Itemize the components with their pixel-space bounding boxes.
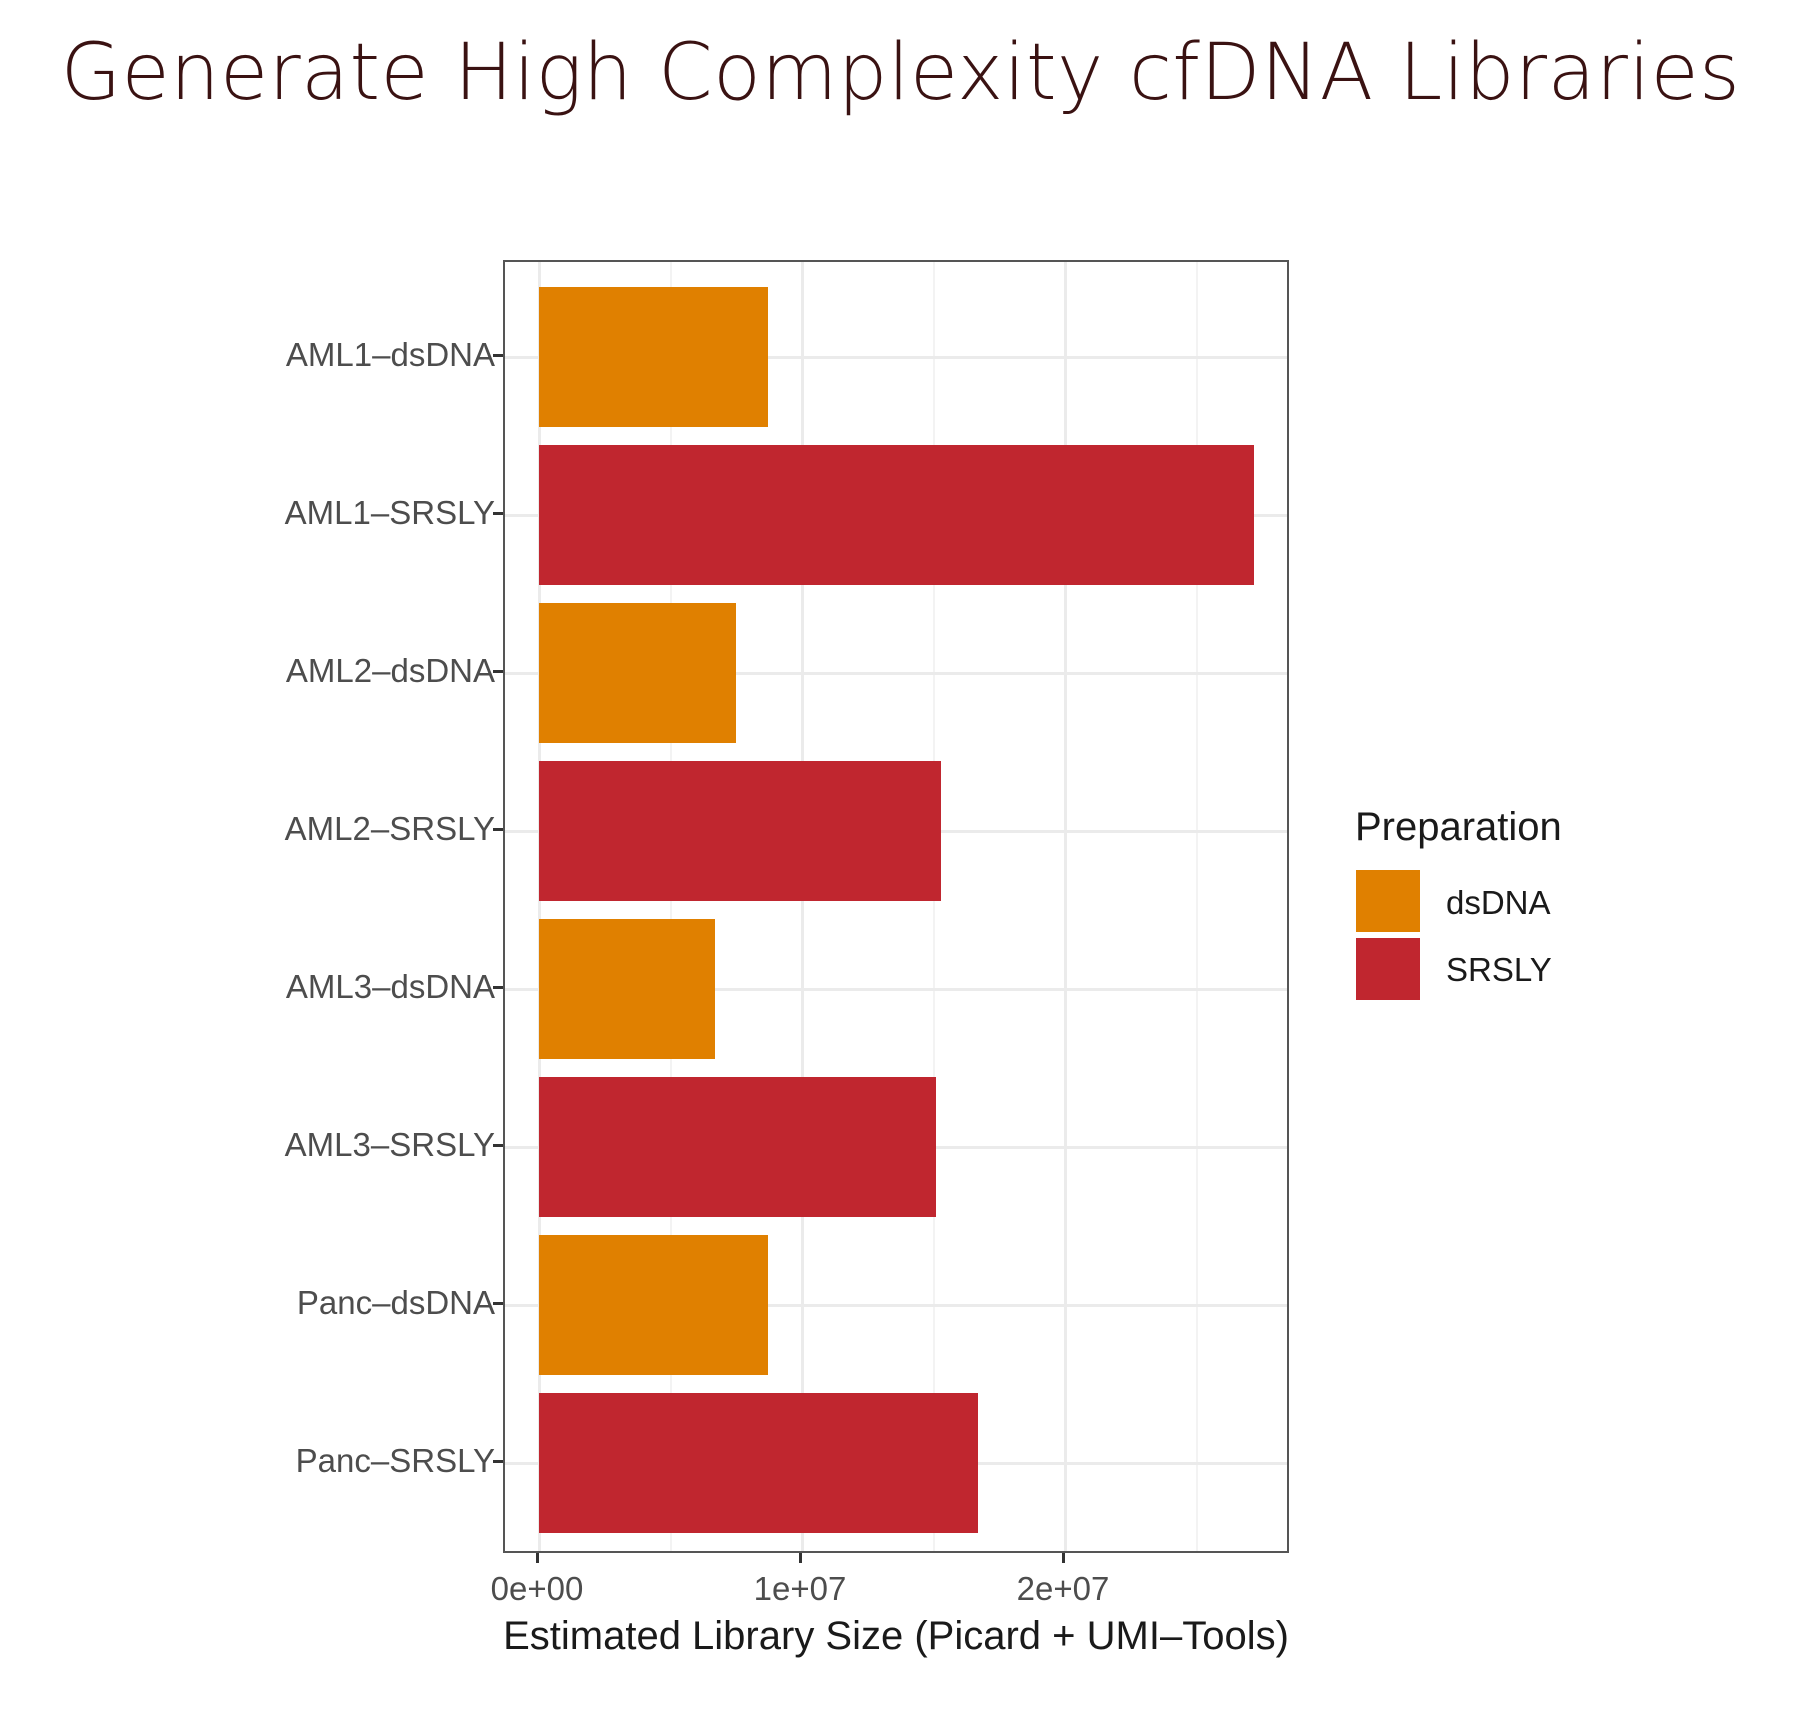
x-tick-label: 1e+07 [753, 1570, 847, 1607]
legend-label-dsdna: dsDNA [1446, 884, 1551, 921]
y-tick-label: AML1–dsDNA [285, 336, 495, 373]
minor-gridline [932, 262, 935, 1551]
bar-panc-dsdna [539, 1235, 768, 1375]
major-gridline [505, 672, 1287, 675]
y-tick-label: AML1–SRSLY [284, 494, 495, 531]
y-tick-label: AML2–SRSLY [284, 810, 495, 847]
bar-aml1-dsdna [539, 287, 768, 427]
bar-aml2-srsly [539, 761, 942, 901]
major-gridline [505, 356, 1287, 359]
minor-gridline [1195, 262, 1198, 1551]
x-tick-mark [536, 1553, 539, 1563]
plot-panel [503, 260, 1289, 1553]
y-tick-label: Panc–dsDNA [296, 1284, 495, 1321]
major-gridline [538, 262, 541, 1551]
legend-swatch-dsdna [1356, 870, 1420, 932]
y-tick-mark [493, 1460, 503, 1463]
major-gridline [1064, 262, 1067, 1551]
y-tick-label: AML2–dsDNA [285, 652, 495, 689]
major-gridline [801, 262, 804, 1551]
major-gridline [505, 1304, 1287, 1307]
y-tick-label: AML3–dsDNA [285, 968, 495, 1005]
legend-swatch-srsly [1356, 938, 1420, 1000]
bar-panc-srsly [539, 1393, 979, 1533]
legend-title: Preparation [1355, 805, 1562, 849]
minor-gridline [669, 262, 672, 1551]
y-tick-mark [493, 828, 503, 831]
x-tick-mark [799, 1553, 802, 1563]
y-tick-mark [493, 670, 503, 673]
legend-label-srsly: SRSLY [1446, 951, 1552, 988]
y-tick-mark [493, 1144, 503, 1147]
bar-aml3-dsdna [539, 919, 716, 1059]
y-tick-label: AML3–SRSLY [284, 1126, 495, 1163]
y-tick-mark [493, 512, 503, 515]
y-tick-mark [493, 1302, 503, 1305]
y-tick-label: Panc–SRSLY [295, 1442, 495, 1479]
x-tick-label: 0e+00 [490, 1570, 584, 1607]
x-tick-label: 2e+07 [1016, 1570, 1110, 1607]
x-axis-title: Estimated Library Size (Picard + UMI–Too… [503, 1614, 1289, 1658]
x-tick-mark [1062, 1553, 1065, 1563]
bar-aml2-dsdna [539, 603, 737, 743]
page-title: Generate High Complexity cfDNA Libraries [60, 28, 1741, 118]
major-gridline [505, 988, 1287, 991]
bar-aml3-srsly [539, 1077, 937, 1217]
y-tick-mark [493, 986, 503, 989]
y-tick-mark [493, 354, 503, 357]
bar-aml1-srsly [539, 445, 1255, 585]
